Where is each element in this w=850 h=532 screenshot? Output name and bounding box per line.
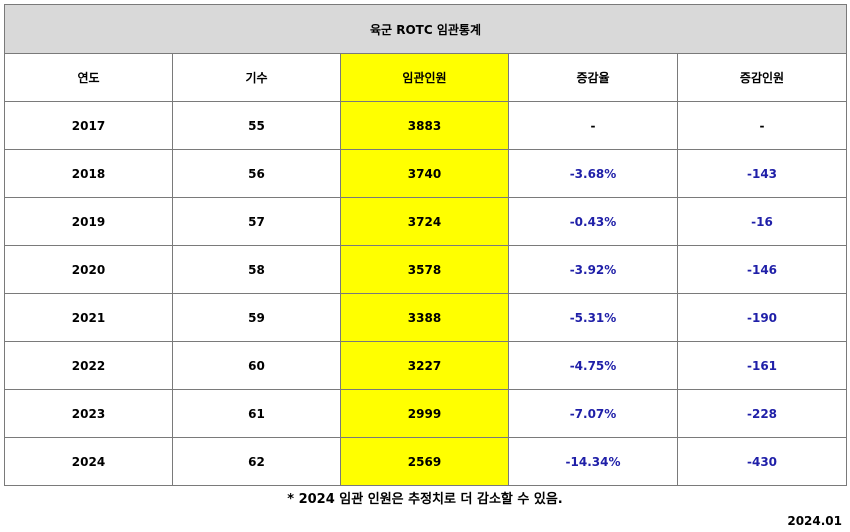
cell-change: -16 [677, 197, 847, 246]
cell-year: 2020 [4, 245, 173, 294]
cell-year: 2024 [4, 437, 173, 486]
rotc-stats-table: 육군 ROTC 임관통계 연도 기수 임관인원 증감율 증감인원 2017 55… [4, 4, 847, 486]
cell-year: 2023 [4, 389, 173, 438]
table-row: 2020 58 3578 -3.92% -146 [4, 245, 847, 294]
cell-class: 55 [172, 101, 341, 150]
cell-rate: -4.75% [508, 341, 678, 390]
cell-year: 2017 [4, 101, 173, 150]
cell-change: -146 [677, 245, 847, 294]
cell-class: 60 [172, 341, 341, 390]
cell-change: - [677, 101, 847, 150]
cell-commissioned: 3740 [340, 149, 509, 198]
cell-change: -228 [677, 389, 847, 438]
table-row: 2023 61 2999 -7.07% -228 [4, 389, 847, 438]
cell-year: 2019 [4, 197, 173, 246]
cell-year: 2022 [4, 341, 173, 390]
header-year: 연도 [4, 53, 173, 102]
table-header-row: 연도 기수 임관인원 증감율 증감인원 [4, 53, 847, 102]
cell-commissioned: 3724 [340, 197, 509, 246]
table-row: 2019 57 3724 -0.43% -16 [4, 197, 847, 246]
cell-rate: - [508, 101, 678, 150]
cell-commissioned: 2999 [340, 389, 509, 438]
cell-class: 59 [172, 293, 341, 342]
cell-commissioned: 3578 [340, 245, 509, 294]
table-title: 육군 ROTC 임관통계 [4, 4, 847, 54]
cell-commissioned: 2569 [340, 437, 509, 486]
cell-rate: -7.07% [508, 389, 678, 438]
cell-rate: -0.43% [508, 197, 678, 246]
table-row: 2021 59 3388 -5.31% -190 [4, 293, 847, 342]
cell-class: 58 [172, 245, 341, 294]
cell-commissioned: 3388 [340, 293, 509, 342]
header-change: 증감인원 [677, 53, 847, 102]
cell-change: -143 [677, 149, 847, 198]
header-class: 기수 [172, 53, 341, 102]
table-row: 2024 62 2569 -14.34% -430 [4, 437, 847, 486]
cell-class: 56 [172, 149, 341, 198]
cell-rate: -14.34% [508, 437, 678, 486]
cell-class: 62 [172, 437, 341, 486]
cell-commissioned: 3227 [340, 341, 509, 390]
cell-rate: -3.92% [508, 245, 678, 294]
table-title-row: 육군 ROTC 임관통계 [4, 4, 847, 54]
cell-year: 2018 [4, 149, 173, 198]
cell-class: 61 [172, 389, 341, 438]
cell-year: 2021 [4, 293, 173, 342]
cell-rate: -3.68% [508, 149, 678, 198]
table-row: 2017 55 3883 - - [4, 101, 847, 150]
footnote: * 2024 임관 인원은 추정치로 더 감소할 수 있음. [287, 492, 563, 507]
cell-rate: -5.31% [508, 293, 678, 342]
header-rate: 증감율 [508, 53, 678, 102]
cell-change: -161 [677, 341, 847, 390]
table-row: 2018 56 3740 -3.68% -143 [4, 149, 847, 198]
table-row: 2022 60 3227 -4.75% -161 [4, 341, 847, 390]
header-commissioned: 임관인원 [340, 53, 509, 102]
date-label: 2024.01 [787, 514, 842, 528]
cell-commissioned: 3883 [340, 101, 509, 150]
cell-change: -190 [677, 293, 847, 342]
cell-class: 57 [172, 197, 341, 246]
cell-change: -430 [677, 437, 847, 486]
